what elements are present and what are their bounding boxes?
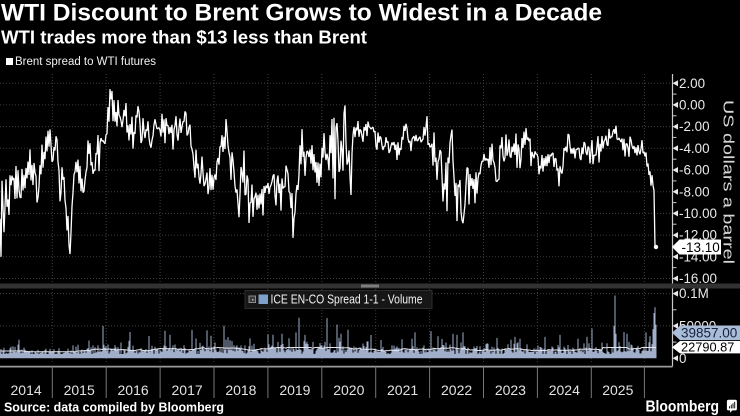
svg-text:WTI trades more than $13 less: WTI trades more than $13 less than Brent: [1, 28, 367, 48]
svg-text:2017: 2017: [172, 382, 203, 398]
svg-text:-10.00: -10.00: [679, 206, 717, 221]
svg-text:2015: 2015: [64, 382, 95, 398]
svg-text:WTI Discount to Brent Grows to: WTI Discount to Brent Grows to Widest in…: [1, 0, 602, 27]
svg-text:2023: 2023: [495, 382, 526, 398]
svg-text:0: 0: [679, 351, 686, 366]
svg-text:US dollars a barrel: US dollars a barrel: [720, 100, 737, 264]
svg-text:2021: 2021: [387, 382, 418, 398]
svg-text:2019: 2019: [279, 382, 310, 398]
svg-text:0.00: 0.00: [679, 98, 705, 113]
svg-text:ICE EN-CO Spread 1-1 - Volume: ICE EN-CO Spread 1-1 - Volume: [271, 293, 423, 307]
svg-text:Brent spread to WTI futures: Brent spread to WTI futures: [15, 56, 156, 68]
svg-text:22790.87: 22790.87: [681, 340, 734, 355]
svg-text:39857.00: 39857.00: [681, 326, 737, 341]
svg-text:-13.10: -13.10: [682, 240, 720, 255]
svg-text:-2.00: -2.00: [679, 119, 710, 134]
svg-text:-4.00: -4.00: [679, 141, 710, 156]
svg-text:Bloomberg: Bloomberg: [646, 399, 720, 416]
svg-text:Source: data compiled by Bloom: Source: data compiled by Bloomberg: [4, 401, 224, 415]
svg-text:-6.00: -6.00: [679, 163, 710, 178]
svg-text:2.00: 2.00: [679, 76, 705, 91]
svg-text:2020: 2020: [333, 382, 364, 398]
svg-text:2014: 2014: [11, 382, 42, 398]
svg-text:2018: 2018: [225, 382, 256, 398]
svg-text:-12.00: -12.00: [679, 228, 717, 243]
svg-text:-8.00: -8.00: [679, 184, 710, 199]
svg-text:2025: 2025: [602, 382, 633, 398]
svg-text:2022: 2022: [441, 382, 472, 398]
svg-text:2024: 2024: [549, 382, 580, 398]
svg-text:-16.00: -16.00: [679, 271, 717, 286]
svg-text:2016: 2016: [118, 382, 149, 398]
svg-text:0.1M: 0.1M: [679, 286, 709, 301]
